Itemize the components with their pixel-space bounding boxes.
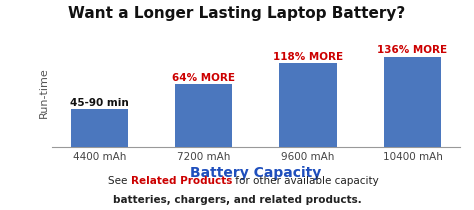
Text: 136% MORE: 136% MORE (377, 45, 447, 55)
Bar (384, 56, 441, 147)
Text: for other available capacity: for other available capacity (232, 176, 379, 186)
Text: 45-90 min: 45-90 min (70, 97, 129, 108)
Text: Want a Longer Lasting Laptop Battery?: Want a Longer Lasting Laptop Battery? (68, 6, 406, 21)
Text: See: See (109, 176, 131, 186)
Text: 118% MORE: 118% MORE (273, 52, 343, 62)
Bar (280, 63, 337, 147)
Text: batteries, chargers, and related products.: batteries, chargers, and related product… (113, 195, 361, 205)
Y-axis label: Run-time: Run-time (39, 67, 49, 118)
Bar (71, 109, 128, 147)
Bar (175, 84, 232, 147)
Text: Related Products: Related Products (131, 176, 232, 186)
X-axis label: Battery Capacity: Battery Capacity (191, 166, 321, 180)
Text: 64% MORE: 64% MORE (172, 73, 235, 83)
